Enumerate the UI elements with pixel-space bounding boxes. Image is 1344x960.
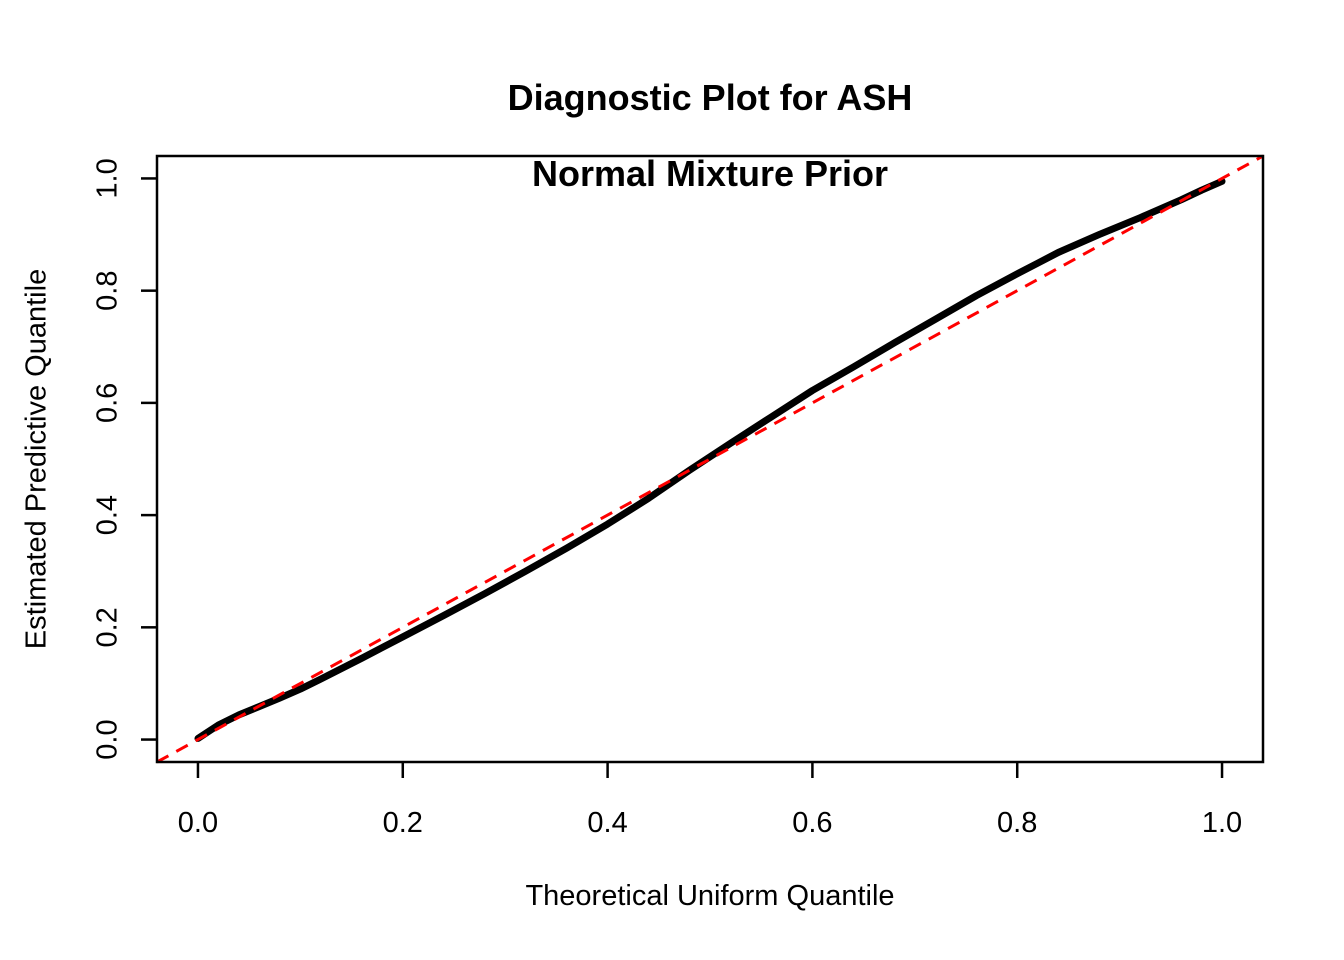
y-tick-label: 0.4 bbox=[92, 495, 124, 535]
qq-curve bbox=[194, 177, 1226, 742]
chart-title: Diagnostic Plot for ASH Normal Mixture P… bbox=[157, 41, 1263, 193]
y-tick-label: 0.0 bbox=[92, 719, 124, 759]
y-tick-label: 0.6 bbox=[92, 383, 124, 423]
chart-title-line1: Diagnostic Plot for ASH bbox=[507, 77, 913, 118]
x-tick-label: 0.2 bbox=[383, 807, 423, 839]
y-axis-label-container: Estimated Predictive Quantile bbox=[6, 156, 68, 762]
y-tick-label: 1.0 bbox=[92, 158, 124, 198]
x-tick-label: 0.0 bbox=[178, 807, 218, 839]
plot-box bbox=[155, 154, 1265, 764]
reference-line bbox=[156, 154, 1264, 764]
x-tick-label: 0.6 bbox=[792, 807, 832, 839]
y-tick-label: 0.8 bbox=[92, 271, 124, 311]
y-tick-label: 0.2 bbox=[92, 607, 124, 647]
y-axis-label: Estimated Predictive Quantile bbox=[20, 268, 53, 650]
chart-title-line2: Normal Mixture Prior bbox=[531, 153, 889, 194]
x-axis-label: Theoretical Uniform Quantile bbox=[525, 880, 895, 912]
x-tick-label: 0.8 bbox=[997, 807, 1037, 839]
x-tick-label: 0.4 bbox=[587, 807, 627, 839]
x-tick-label: 1.0 bbox=[1202, 807, 1242, 839]
